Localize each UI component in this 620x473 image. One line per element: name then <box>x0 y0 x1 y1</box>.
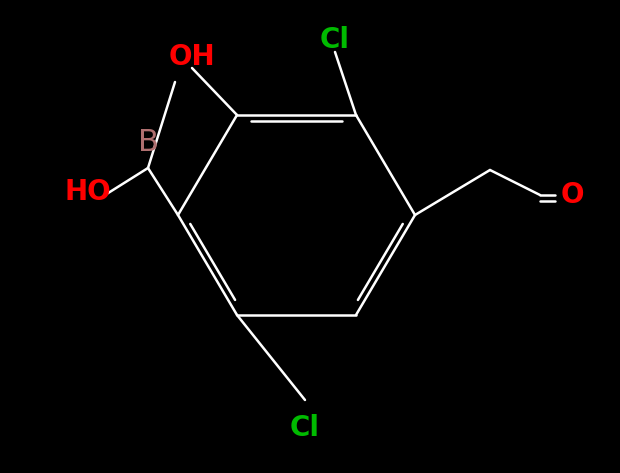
Text: O: O <box>560 181 584 209</box>
Text: OH: OH <box>169 43 215 71</box>
Text: Cl: Cl <box>290 414 320 442</box>
Text: HO: HO <box>64 178 112 206</box>
Text: B: B <box>138 128 159 157</box>
Text: Cl: Cl <box>320 26 350 54</box>
